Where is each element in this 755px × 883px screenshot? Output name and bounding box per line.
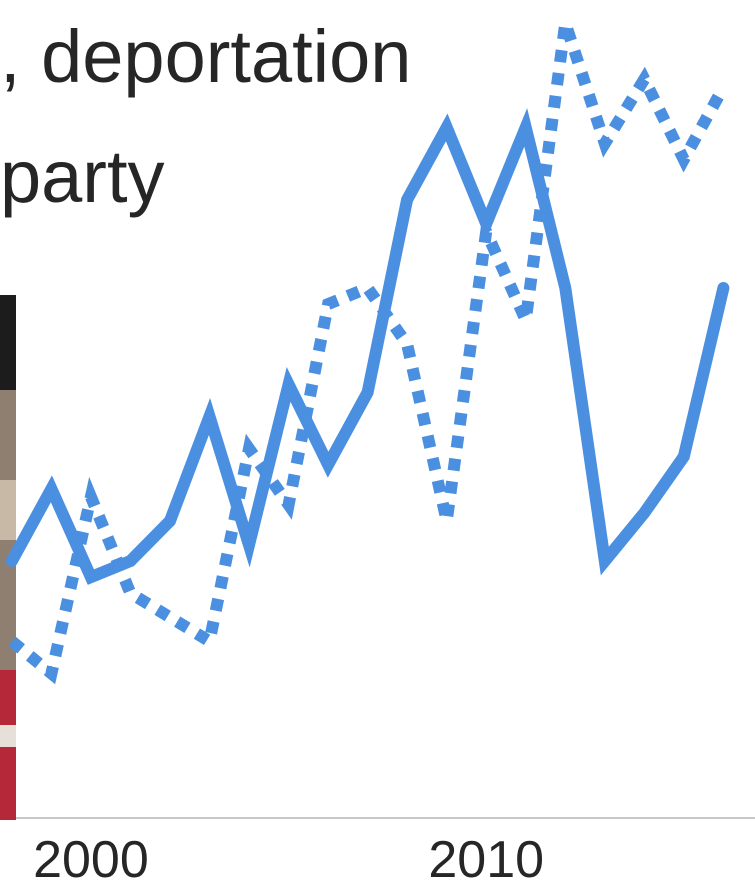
data-point-dashed-2009 bbox=[444, 518, 450, 524]
photo-region-light bbox=[0, 480, 16, 540]
data-point-dashed-2012 bbox=[562, 20, 568, 26]
photo-region-mid bbox=[0, 540, 16, 670]
photo-region-skin bbox=[0, 390, 16, 480]
data-point-dashed-2016 bbox=[720, 84, 726, 90]
x-tick-label-2000: 2000 bbox=[33, 831, 149, 883]
chart-title-line-1: , deportation bbox=[0, 15, 412, 98]
series-layer bbox=[5, 20, 730, 685]
photo-region-stripe bbox=[0, 725, 16, 747]
data-point-dashed-2011 bbox=[523, 317, 529, 323]
series-line-dashed bbox=[8, 21, 729, 685]
series-line-solid bbox=[5, 108, 730, 585]
chart-title-line-2: party bbox=[0, 135, 165, 218]
x-tick-label-2010: 2010 bbox=[428, 831, 544, 883]
x-axis-ticks: 2000 2010 bbox=[33, 831, 544, 883]
